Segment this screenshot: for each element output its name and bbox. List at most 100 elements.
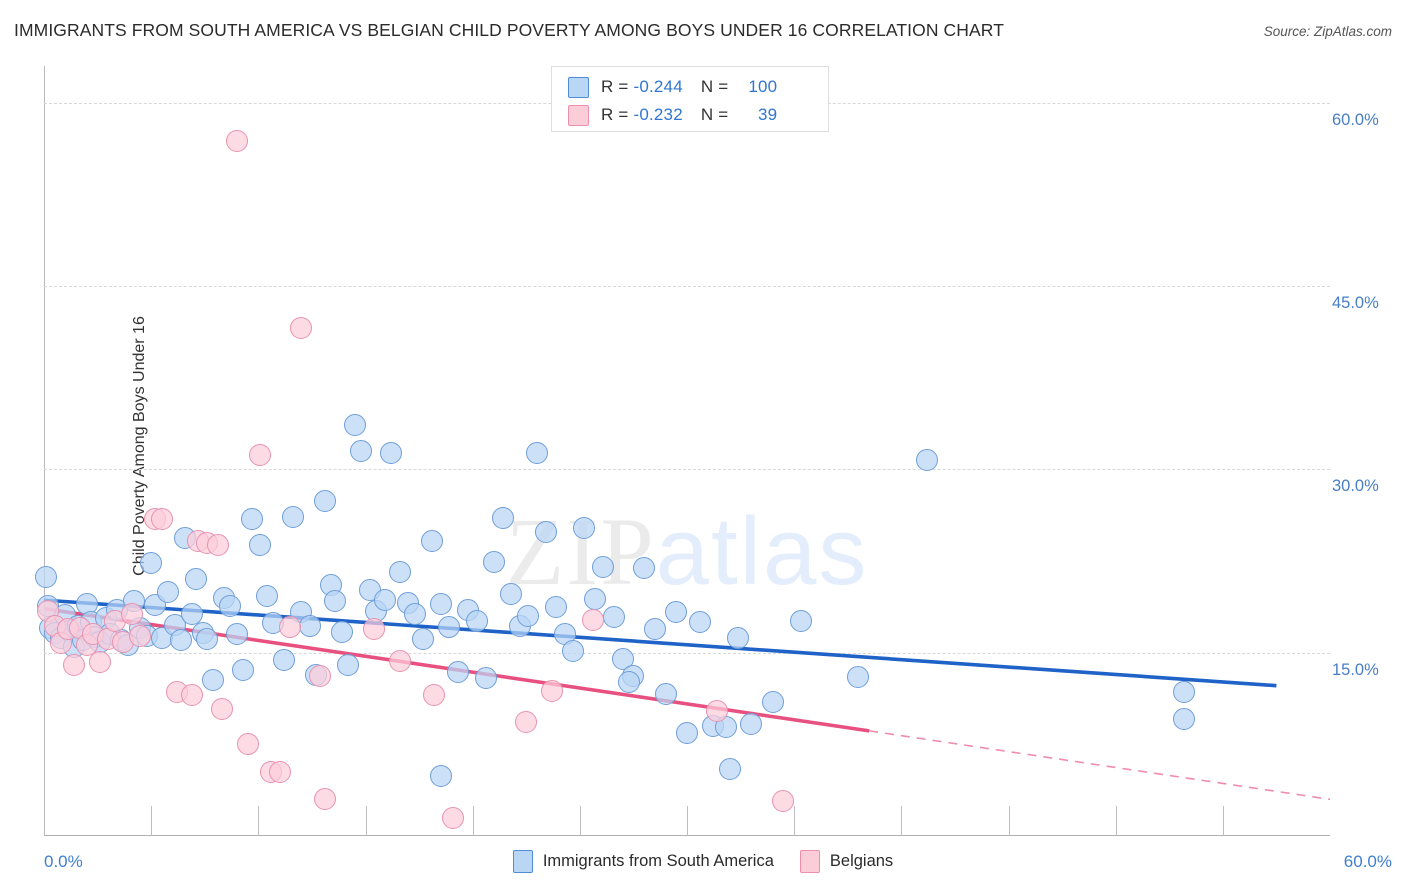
scatter-point[interactable] (388, 561, 411, 583)
scatter-point[interactable] (688, 611, 711, 634)
scatter-point[interactable] (219, 595, 242, 618)
scatter-point[interactable] (225, 129, 248, 152)
scatter-point[interactable] (618, 671, 641, 693)
scatter-point[interactable] (403, 602, 426, 625)
scatter-point[interactable] (195, 628, 218, 651)
scatter-point[interactable] (423, 684, 446, 707)
scatter-point[interactable] (727, 627, 750, 649)
scatter-point[interactable] (665, 601, 688, 624)
scatter-point[interactable] (273, 649, 296, 671)
scatter-point[interactable] (534, 520, 557, 543)
scatter-point[interactable] (249, 534, 272, 557)
scatter-point[interactable] (180, 684, 203, 707)
scatter-point[interactable] (676, 722, 698, 745)
scatter-point[interactable] (232, 658, 255, 681)
scatter-point[interactable] (337, 653, 360, 676)
trendline-blue (43, 598, 1277, 688)
scatter-point[interactable] (313, 490, 336, 513)
scatter-point[interactable] (236, 733, 259, 756)
scatter-point[interactable] (525, 442, 548, 465)
scatter-point[interactable] (343, 414, 366, 437)
scatter-point[interactable] (240, 508, 263, 531)
scatter-point[interactable] (279, 616, 302, 638)
scatter-point[interactable] (789, 609, 812, 632)
scatter-point[interactable] (540, 679, 563, 702)
scatter-point[interactable] (309, 664, 332, 687)
scatter-point[interactable] (592, 556, 615, 579)
scatter-point[interactable] (633, 557, 656, 580)
scatter-point[interactable] (388, 650, 411, 673)
scatter-point[interactable] (740, 712, 763, 735)
legend-item-immigrants[interactable]: Immigrants from South America (512, 850, 774, 873)
scatter-point[interactable] (1173, 707, 1196, 730)
legend-item-belgians[interactable]: Belgians (799, 850, 893, 873)
scatter-point[interactable] (210, 697, 233, 720)
scatter-point[interactable] (373, 589, 396, 612)
scatter-point[interactable] (438, 616, 461, 638)
scatter-point[interactable] (916, 448, 939, 471)
x-axis-tick (472, 806, 474, 836)
stats-row-blue: R = -0.244 N = 100 (552, 73, 828, 101)
scatter-point[interactable] (88, 651, 111, 674)
scatter-point[interactable] (517, 605, 540, 627)
stats-row-pink: R = -0.232 N = 39 (552, 101, 828, 129)
scatter-point[interactable] (545, 596, 568, 619)
trendline-extension-pink (869, 730, 1331, 801)
scatter-point[interactable] (706, 700, 728, 723)
x-axis-tick (1008, 806, 1010, 836)
scatter-point[interactable] (718, 757, 741, 780)
scatter-point[interactable] (761, 690, 784, 713)
scatter-point[interactable] (847, 666, 870, 689)
scatter-point[interactable] (281, 506, 304, 528)
scatter-point[interactable] (202, 668, 225, 691)
scatter-point[interactable] (225, 623, 248, 646)
source-label: Source: ZipAtlas.com (1263, 24, 1392, 39)
scatter-point[interactable] (170, 629, 193, 652)
scatter-point[interactable] (313, 788, 336, 811)
gridline (44, 652, 1330, 654)
scatter-point[interactable] (429, 592, 452, 615)
scatter-point[interactable] (429, 765, 452, 788)
scatter-point[interactable] (157, 580, 180, 603)
scatter-point[interactable] (35, 565, 58, 588)
y-axis-line (44, 66, 45, 836)
scatter-point[interactable] (330, 620, 353, 643)
scatter-point[interactable] (249, 443, 272, 466)
scatter-point[interactable] (206, 534, 229, 557)
scatter-point[interactable] (474, 667, 497, 690)
scatter-point[interactable] (483, 551, 506, 574)
scatter-point[interactable] (380, 442, 403, 465)
scatter-point[interactable] (120, 602, 143, 625)
scatter-point[interactable] (1173, 680, 1196, 703)
scatter-point[interactable] (562, 640, 585, 663)
scatter-point[interactable] (420, 530, 443, 553)
scatter-point[interactable] (350, 440, 373, 462)
scatter-point[interactable] (363, 618, 386, 641)
scatter-point[interactable] (185, 568, 208, 591)
scatter-point[interactable] (442, 806, 465, 829)
scatter-point[interactable] (446, 661, 469, 684)
x-axis-tick (794, 806, 796, 836)
scatter-point[interactable] (583, 587, 606, 610)
scatter-point[interactable] (573, 517, 596, 539)
scatter-point[interactable] (150, 508, 173, 531)
scatter-point[interactable] (412, 628, 435, 651)
scatter-point[interactable] (324, 590, 347, 613)
scatter-point[interactable] (491, 507, 514, 530)
scatter-point[interactable] (654, 683, 677, 706)
scatter-point[interactable] (515, 711, 538, 734)
scatter-point[interactable] (180, 602, 203, 625)
scatter-point[interactable] (129, 624, 152, 647)
scatter-point[interactable] (140, 552, 163, 575)
scatter-point[interactable] (465, 609, 488, 632)
scatter-point[interactable] (772, 789, 795, 812)
scatter-point[interactable] (298, 614, 321, 637)
scatter-point[interactable] (581, 608, 604, 631)
scatter-point[interactable] (500, 583, 523, 605)
scatter-point[interactable] (255, 585, 278, 608)
stats-text-pink: R = -0.232 N = 39 (601, 105, 778, 124)
scatter-point[interactable] (63, 653, 85, 676)
scatter-point[interactable] (643, 618, 666, 641)
scatter-point[interactable] (268, 761, 291, 784)
scatter-point[interactable] (290, 316, 313, 339)
